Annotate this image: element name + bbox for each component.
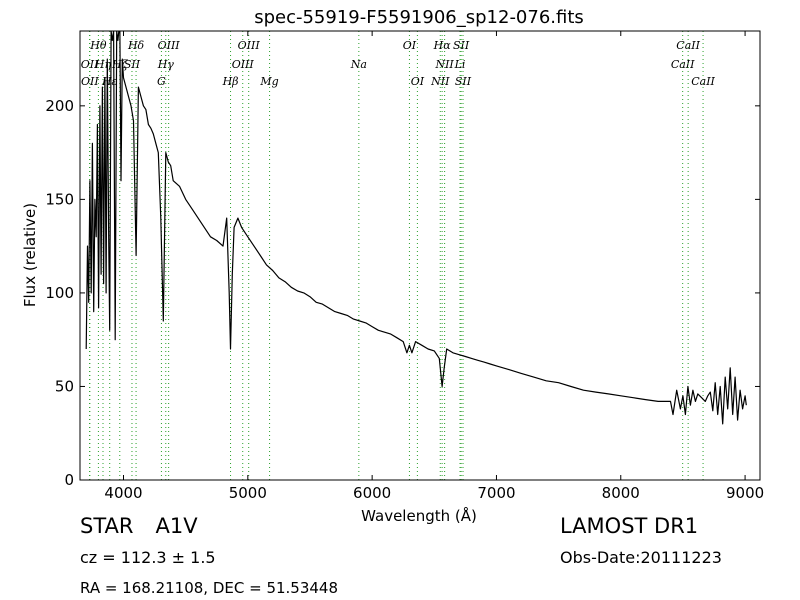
y-tick-label: 0: [64, 471, 74, 489]
spectral-line-label: Mg: [259, 75, 278, 88]
object-subclass: A1V: [155, 514, 198, 538]
spectral-line-label: Hη: [94, 58, 112, 71]
spectral-line-label: Hθ: [89, 39, 107, 52]
spectral-line-label: CaII: [676, 39, 700, 52]
spectral-line-label: OIII: [232, 58, 255, 71]
x-tick-label: 6000: [353, 484, 391, 502]
x-tick-label: 8000: [602, 484, 640, 502]
spectral-line-label: G: [157, 75, 166, 88]
spectral-line-label: Hε: [101, 75, 118, 88]
plot-frame: [79, 30, 761, 481]
classification-label: STAR A1V: [80, 514, 198, 538]
spectral-line-label: Hβ: [222, 75, 239, 88]
spectrum-line-group: [85, 31, 747, 425]
object-class: STAR: [80, 514, 134, 538]
spectral-line-label: OII: [81, 75, 99, 88]
x-axis-label: Wavelength (Å): [361, 506, 477, 525]
survey-name: LAMOST DR1: [560, 514, 699, 538]
spectral-line-label: OI: [403, 39, 417, 52]
y-tick-label: 200: [45, 97, 74, 115]
y-tick-label: 150: [45, 190, 74, 208]
spectral-line-label: Hδ: [127, 39, 145, 52]
spectral-line-label: Hα: [433, 39, 452, 52]
spectral-line-label: Li: [454, 58, 466, 71]
spectral-line-label: SII: [124, 58, 141, 71]
spectral-line-label: OI: [411, 75, 425, 88]
x-tick-label: 7000: [477, 484, 515, 502]
spectrum-line: [85, 31, 747, 425]
spectral-line-label: Na: [350, 58, 367, 71]
observation-date: Obs-Date:20111223: [560, 548, 722, 567]
y-axis-label: Flux (relative): [21, 203, 39, 307]
axes-group: 4000 5000 6000 7000 8000 9000 0 50 100 150 200: [45, 30, 764, 502]
spectral-line-label: SII: [453, 39, 470, 52]
spectral-line-label: OIII: [238, 39, 261, 52]
sky-coordinates: RA = 168.21108, DEC = 51.53448: [80, 579, 339, 597]
spectral-line-label: OII: [81, 58, 99, 71]
y-tick-label: 50: [55, 377, 74, 395]
spectral-line-label: CaII: [691, 75, 715, 88]
spectral-line-label: NII: [430, 75, 450, 88]
y-tick-label: 100: [45, 284, 74, 302]
spectral-line-label: Hγ: [157, 58, 175, 71]
x-tick-label: 9000: [726, 484, 764, 502]
spectral-line-label: NII: [434, 58, 454, 71]
spectral-line-label: CaII: [671, 58, 695, 71]
spectral-line-label: SII: [455, 75, 472, 88]
x-tick-label: 5000: [229, 484, 267, 502]
redshift-value: cz = 112.3 ± 1.5: [80, 548, 216, 567]
spectral-line-label: OIII: [158, 39, 181, 52]
x-tick-label: 4000: [104, 484, 142, 502]
chart-title: spec-55919-F5591906_sp12-076.fits: [254, 7, 584, 28]
